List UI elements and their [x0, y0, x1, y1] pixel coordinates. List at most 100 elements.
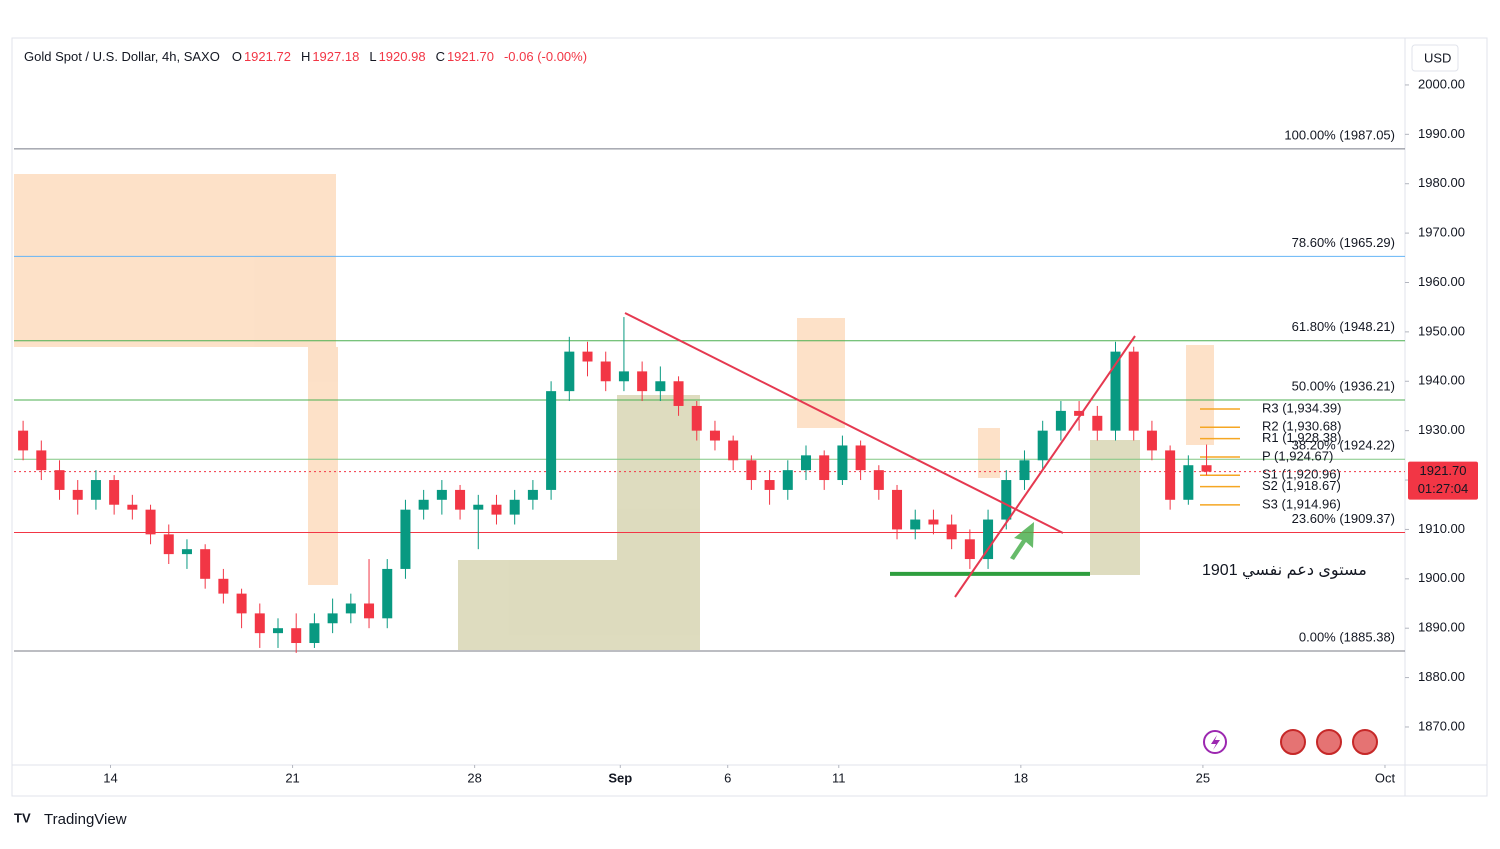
candle-body [291, 628, 302, 644]
candle-body [364, 603, 375, 619]
brand: TradingView [44, 811, 127, 828]
candle-body [691, 405, 702, 431]
candle-body [800, 455, 812, 471]
candle-body [983, 519, 994, 560]
last-price-tag [1408, 461, 1478, 500]
candle-body [345, 603, 356, 614]
candle-body [1165, 450, 1176, 500]
currency: USD [1424, 50, 1451, 65]
candle-body [964, 539, 975, 560]
us-event[interactable] [1316, 729, 1342, 755]
pivot-label: R1 (1,928.38) [1262, 430, 1342, 445]
candle-body [764, 480, 775, 490]
pivot-label: S3 (1,914.96) [1262, 496, 1341, 511]
y-tick-label: 1870.00 [1418, 718, 1465, 733]
candle-body [1001, 480, 1012, 520]
candle-body [473, 504, 484, 510]
supply-zone [308, 347, 338, 585]
candle-body [819, 455, 830, 481]
support-label: مستوى دعم نفسي 1901 [1202, 562, 1367, 580]
l-value: 1920.98 [379, 49, 426, 64]
candle-body [546, 391, 557, 490]
y-tick-label: 1980.00 [1418, 175, 1465, 190]
candle-body [1092, 415, 1103, 431]
event-icons [1203, 729, 1378, 755]
supply-zone [14, 174, 336, 347]
candle-body [218, 578, 229, 594]
currency-box[interactable] [1411, 44, 1459, 72]
y-tick-label: 1970.00 [1418, 225, 1465, 240]
candle-body [272, 628, 284, 634]
x-tick-label: Sep [608, 770, 632, 785]
pivot-label: R3 (1,934.39) [1262, 400, 1342, 415]
candle-body [673, 381, 684, 406]
us-event[interactable] [1352, 729, 1378, 755]
y-tick-label: 1890.00 [1418, 620, 1465, 635]
demand-zone [1090, 440, 1140, 575]
candle-body [1055, 410, 1066, 431]
candles [18, 317, 1212, 653]
candle-body [327, 613, 338, 624]
candle-body [1183, 465, 1194, 500]
x-tick-label: 6 [724, 770, 731, 785]
candle-body [910, 519, 921, 530]
c-label: C [436, 49, 445, 64]
fib-label: 38.20% (1924.22) [1292, 438, 1395, 453]
candle-body [892, 489, 903, 530]
fib-label: 100.00% (1987.05) [1284, 127, 1395, 142]
candle-body [382, 568, 393, 619]
supply-zone [978, 428, 1000, 478]
candle-body [127, 504, 138, 510]
candle-body [436, 489, 447, 500]
x-tick-label: Oct [1375, 770, 1396, 785]
x-tick-label: 25 [1196, 770, 1210, 785]
candle-body [1146, 430, 1157, 451]
fib-label: 61.80% (1948.21) [1292, 319, 1395, 334]
y-tick-label: 1990.00 [1418, 126, 1465, 141]
candle-body [855, 445, 866, 471]
countdown: 01:27:04 [1418, 481, 1469, 496]
supply-zone [797, 318, 845, 428]
candle-body [163, 534, 174, 555]
price-axis: 1870.001880.001890.001900.001910.001920.… [1405, 76, 1478, 733]
c-value: 1921.70 [447, 49, 494, 64]
candle-body [709, 430, 720, 441]
candle-body [728, 440, 739, 461]
arrow [1010, 522, 1034, 560]
candle-body [618, 371, 629, 382]
us-event[interactable] [1280, 729, 1306, 755]
y-tick-label: 2000.00 [1418, 76, 1465, 91]
o-value: 1921.72 [244, 49, 291, 64]
candle-body [509, 499, 520, 515]
pivot-label: R2 (1,930.68) [1262, 419, 1342, 434]
fib-label: 0.00% (1885.38) [1299, 629, 1395, 644]
x-tick-label: 28 [467, 770, 481, 785]
candle-body [254, 613, 265, 634]
x-tick-label: 18 [1014, 770, 1028, 785]
candle-body [236, 593, 247, 614]
fib-label: 23.60% (1909.37) [1292, 511, 1395, 526]
pivot-label: S2 (1,918.67) [1262, 478, 1341, 493]
last-price: 1921.70 [1420, 463, 1467, 478]
candle-body [600, 361, 611, 382]
supply-zone [1186, 345, 1214, 445]
candle-body [782, 470, 793, 490]
pivot-label: P (1,924.67) [1262, 448, 1333, 463]
candle-body [746, 460, 757, 481]
candle-body [309, 623, 320, 644]
candle-body [418, 499, 429, 510]
candle-body [1128, 351, 1139, 431]
trend-line [954, 335, 1136, 598]
levels: 100.00% (1987.05) 78.60% (1965.29) 61.80% … [14, 127, 1405, 652]
candle-body [109, 480, 120, 505]
fib-label: 50.00% (1936.21) [1292, 378, 1395, 393]
symbol: Gold Spot / U.S. Dollar, 4h, SAXO [24, 49, 220, 64]
h-value: 1927.18 [312, 49, 359, 64]
candle-body [18, 430, 29, 451]
trend-line [624, 312, 1064, 534]
pivot-label: S1 (1,920.96) [1262, 467, 1341, 482]
logo: TV [14, 810, 31, 825]
y-tick-label: 1880.00 [1418, 669, 1465, 684]
